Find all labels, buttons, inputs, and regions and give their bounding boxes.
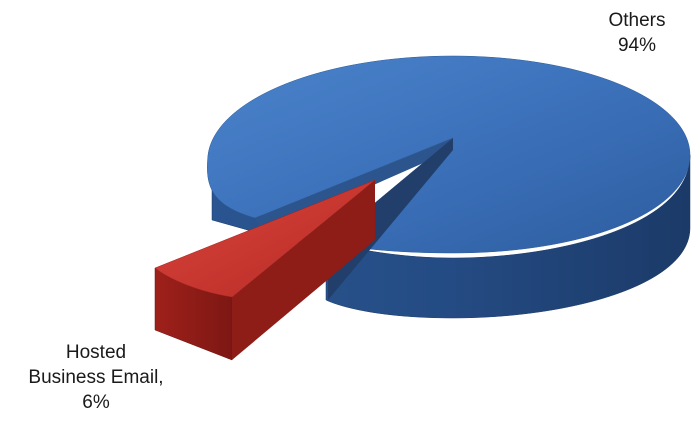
- data-label-others-name: Others: [608, 10, 666, 31]
- data-label-others-value: 94%: [617, 35, 657, 56]
- pie-slice-others-cut-right: [328, 138, 453, 300]
- data-label-hosted-value: 6%: [82, 392, 110, 413]
- pie-slice-hosted-business-email: [154, 179, 376, 361]
- pie-slice-hosted-top: [154, 179, 376, 298]
- data-label-others: Others 94%: [595, 8, 679, 58]
- data-label-hosted-name-line1: Hosted: [65, 342, 127, 363]
- data-label-hosted-name-line2: Business Email,: [28, 367, 164, 388]
- data-label-hosted-business-email: Hosted Business Email, 6%: [0, 340, 192, 415]
- pie-slice-hosted-side-inner: [232, 180, 375, 360]
